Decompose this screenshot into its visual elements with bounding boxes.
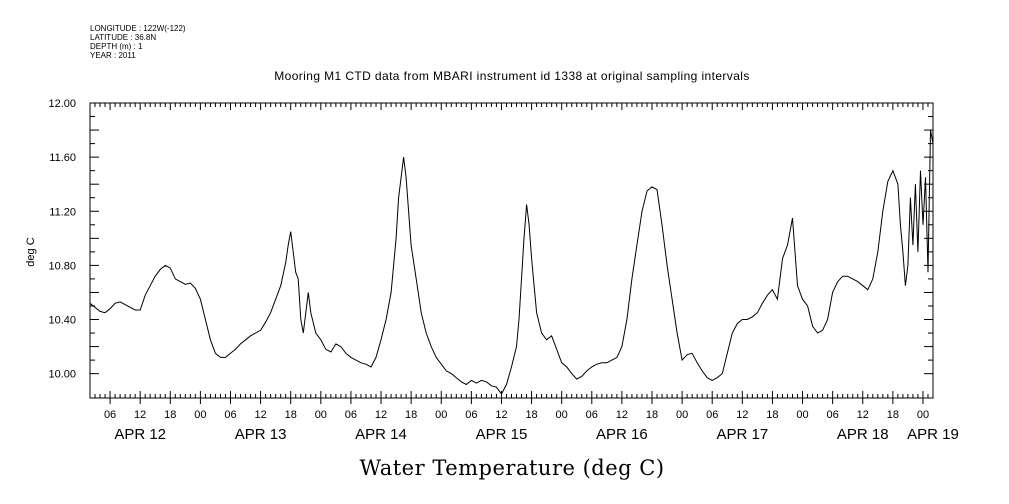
day-label: APR 12 [114,426,166,443]
x-tick-label: 06 [586,409,598,421]
x-tick-label: 18 [646,409,658,421]
x-tick-label: 12 [134,409,146,421]
longitude-label: LONGITUDE : 122W(-122) [90,24,186,33]
y-tick-label: 11.60 [49,152,76,164]
day-label: APR 15 [476,426,528,443]
x-axis: 06 12 18 00 06 12 18 00 06 12 18 00 06 12 18 00 06 12 18 00… [89,103,959,443]
day-label: APR 16 [596,426,648,443]
y-tick-label: 10.40 [48,315,76,327]
x-axis-label: Water Temperature (deg C) [359,456,664,480]
x-tick-label: 00 [315,409,327,421]
y-axis: 10.00 10.40 10.80 11.20 11.60 12.00 [48,98,933,381]
y-tick-label: 11.20 [49,206,76,218]
x-tick-label: 06 [104,409,116,421]
x-tick-label: 06 [345,409,357,421]
day-label: APR 13 [235,426,287,443]
x-tick-label: 00 [194,409,206,421]
x-tick-label: 12 [616,409,628,421]
x-tick-label: 06 [465,409,477,421]
x-tick-label: 12 [495,409,507,421]
y-tick-label: 10.80 [48,260,76,272]
series-group [89,130,934,395]
series-line [89,130,934,395]
day-label: APR 19 [907,426,959,443]
x-tick-label: 00 [917,409,929,421]
x-tick-label: 18 [285,409,297,421]
x-tick-label: 00 [435,409,447,421]
y-tick-label: 10.00 [48,369,76,381]
x-tick-label: 18 [405,409,417,421]
x-tick-label: 18 [525,409,537,421]
x-tick-label: 12 [254,409,266,421]
depth-label: DEPTH (m) : 1 [90,42,143,51]
x-tick-label: 18 [887,409,899,421]
x-tick-label: 12 [857,409,869,421]
x-tick-label: 06 [827,409,839,421]
x-tick-label: 00 [556,409,568,421]
y-tick-label: 12.00 [48,98,76,110]
x-tick-label: 06 [706,409,718,421]
day-label: APR 14 [355,426,407,443]
x-tick-label: 12 [736,409,748,421]
day-label: APR 17 [716,426,768,443]
chart-title: Mooring M1 CTD data from MBARI instrumen… [274,69,750,83]
metadata-block: LONGITUDE : 122W(-122) LATITUDE : 36.8N … [90,24,186,60]
x-tick-label: 18 [164,409,176,421]
x-tick-label: 18 [766,409,778,421]
x-tick-label: 00 [676,409,688,421]
x-tick-label: 12 [375,409,387,421]
day-label: APR 18 [837,426,889,443]
latitude-label: LATITUDE : 36.8N [90,33,156,42]
x-tick-label: 06 [224,409,236,421]
y-axis-label: deg C [25,237,37,266]
year-label: YEAR : 2011 [90,51,136,60]
x-tick-label: 00 [796,409,808,421]
